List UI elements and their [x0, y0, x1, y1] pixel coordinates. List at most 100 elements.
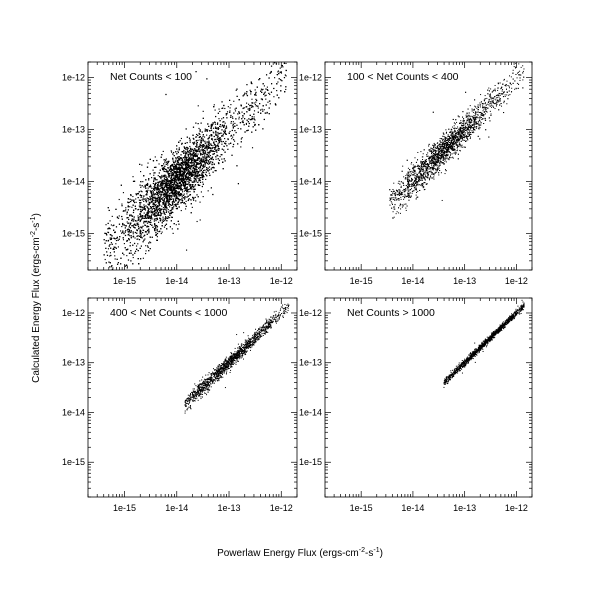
scatter-point	[136, 220, 138, 222]
scatter-point	[162, 199, 164, 201]
scatter-point	[208, 172, 210, 174]
scatter-point	[120, 257, 122, 259]
scatter-point	[151, 224, 153, 226]
scatter-point	[219, 110, 221, 113]
scatter-point	[173, 201, 175, 203]
scatter-point	[167, 192, 169, 194]
scatter-point	[148, 228, 150, 230]
scatter-point	[285, 88, 287, 91]
scatter-point	[173, 168, 175, 170]
scatter-point	[105, 262, 107, 264]
scatter-point	[162, 220, 164, 222]
scatter-point	[215, 115, 217, 118]
scatter-point	[150, 207, 152, 210]
scatter-point	[210, 147, 212, 150]
scatter-point	[285, 69, 287, 72]
scatter-point	[155, 199, 157, 201]
scatter-point	[207, 161, 210, 163]
scatter-point	[107, 240, 109, 242]
scatter-point	[196, 169, 198, 171]
scatter-point	[169, 184, 171, 186]
scatter-point	[226, 145, 228, 147]
scatter-point	[158, 188, 160, 190]
scatter-point	[212, 145, 214, 147]
scatter-point	[177, 162, 180, 164]
scatter-point	[235, 107, 237, 109]
scatter-point	[164, 192, 166, 194]
scatter-point	[268, 107, 270, 109]
scatter-point	[226, 117, 228, 119]
scatter-point	[178, 191, 180, 193]
scatter-point	[170, 181, 172, 183]
scatter-point	[193, 173, 195, 175]
scatter-point	[179, 189, 182, 191]
scatter-point	[164, 217, 166, 219]
scatter-point	[193, 152, 195, 154]
scatter-point	[149, 186, 151, 188]
scatter-point	[180, 201, 182, 204]
scatter-point	[218, 118, 220, 120]
scatter-point	[224, 107, 226, 110]
scatter-point	[153, 188, 155, 191]
x-axis-title-main: Powerlaw Energy Flux (ergs-cm	[217, 548, 359, 559]
scatter-point	[188, 137, 191, 139]
scatter-point	[181, 163, 183, 165]
scatter-point	[175, 199, 177, 201]
scatter-point	[155, 198, 157, 200]
scatter-point	[127, 259, 130, 261]
scatter-point	[156, 236, 158, 238]
scatter-point	[272, 59, 273, 60]
scatter-point	[204, 157, 206, 159]
scatter-point	[179, 164, 181, 166]
scatter-point	[167, 204, 169, 206]
scatter-point	[176, 170, 178, 172]
scatter-point	[140, 171, 142, 173]
scatter-point	[197, 183, 199, 186]
scatter-point	[189, 162, 192, 164]
scatter-point	[199, 151, 201, 153]
scatter-point	[189, 145, 191, 148]
scatter-point	[182, 194, 185, 196]
scatter-point	[208, 136, 210, 138]
scatter-point	[164, 179, 166, 181]
scatter-point	[110, 247, 112, 249]
scatter-point	[213, 167, 215, 169]
scatter-point	[171, 207, 173, 209]
scatter-point	[193, 160, 195, 162]
scatter-point	[194, 171, 196, 173]
scatter-point	[191, 164, 193, 166]
scatter-point	[168, 185, 170, 187]
scatter-point	[154, 212, 156, 215]
scatter-point	[165, 217, 167, 219]
scatter-point	[160, 156, 162, 158]
scatter-point	[149, 185, 151, 188]
scatter-point	[195, 136, 197, 138]
scatter-point	[183, 161, 185, 163]
scatter-point	[166, 207, 168, 209]
scatter-point	[280, 71, 282, 73]
scatter-point	[221, 154, 223, 156]
scatter-point	[147, 217, 149, 219]
scatter-point	[180, 169, 182, 171]
scatter-point	[230, 122, 232, 124]
scatter-point	[208, 125, 210, 127]
x-axis-title-exp2: -1	[373, 547, 379, 554]
scatter-point	[194, 196, 196, 198]
scatter-point	[254, 124, 256, 127]
scatter-point	[149, 190, 151, 192]
scatter-point	[188, 158, 190, 160]
scatter-point	[184, 163, 186, 165]
scatter-point	[198, 178, 200, 180]
scatter-point	[225, 114, 227, 116]
scatter-point	[181, 173, 183, 175]
scatter-point	[157, 212, 159, 214]
scatter-point	[205, 144, 207, 146]
scatter-point	[105, 240, 107, 242]
scatter-point	[264, 91, 266, 93]
scatter-point	[222, 168, 224, 170]
scatter-point	[162, 192, 164, 194]
scatter-point	[141, 236, 143, 238]
scatter-point	[186, 151, 188, 153]
scatter-point	[216, 149, 218, 151]
scatter-point	[248, 118, 250, 120]
